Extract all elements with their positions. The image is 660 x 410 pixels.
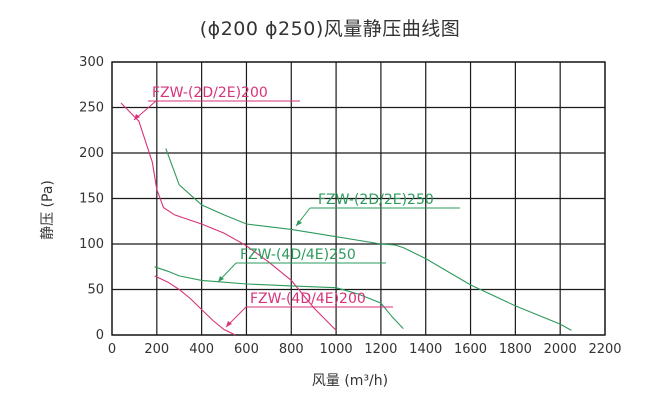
x-tick-label: 0 xyxy=(108,342,116,357)
y-tick-label: 150 xyxy=(79,192,104,207)
series-label-group-2: FZW-(2D/2E)250 xyxy=(295,192,460,227)
plot-frame xyxy=(111,61,606,336)
grid xyxy=(111,61,606,336)
y-axis-title: 静压 (Pa) xyxy=(40,180,56,240)
series-labels: FZW-(2D/2E)200 FZW-(2D/2E)250 FZW-(4D/4E)2… xyxy=(133,85,460,328)
x-axis-title: 风量 (m³/h) xyxy=(312,373,388,389)
chart-title: (ϕ200 ϕ250)风量静压曲线图 xyxy=(199,18,461,40)
series-label-arrowhead xyxy=(134,114,140,120)
series-label-text: FZW-(2D/2E)200 xyxy=(152,85,268,101)
series-line-1 xyxy=(120,102,337,331)
series-label-group-1: FZW-(2D/2E)200 xyxy=(133,85,300,121)
x-tick-label: 400 xyxy=(189,342,214,357)
x-tick-label: 200 xyxy=(144,342,169,357)
x-tick-label: 2200 xyxy=(588,342,621,357)
y-tick-label: 50 xyxy=(87,283,104,298)
series-line-4 xyxy=(154,275,236,336)
series-lines xyxy=(120,102,572,336)
tick-labels: 0 200 400 600 800 1000 1200 1400 1600 1800 2000 220… xyxy=(79,55,621,357)
x-tick-label: 1000 xyxy=(320,342,353,357)
x-tick-label: 1400 xyxy=(409,342,442,357)
x-tick-label: 1200 xyxy=(364,342,397,357)
y-tick-label: 200 xyxy=(79,146,104,161)
series-line-2 xyxy=(165,148,572,331)
x-tick-label: 600 xyxy=(234,342,259,357)
series-label-group-3: FZW-(4D/4E)250 xyxy=(217,247,386,283)
y-tick-label: 100 xyxy=(79,237,104,252)
x-tick-label: 1800 xyxy=(499,342,532,357)
series-line-3 xyxy=(154,266,404,329)
series-label-arrowhead xyxy=(218,276,224,282)
series-label-text: FZW-(4D/4E)200 xyxy=(250,291,366,307)
series-label-arrowhead xyxy=(296,220,302,226)
x-tick-label: 1600 xyxy=(454,342,487,357)
series-label-arrowhead xyxy=(226,321,232,327)
y-axis-title-group: 静压 (Pa) xyxy=(40,180,56,240)
y-tick-label: 0 xyxy=(96,328,104,343)
y-tick-label: 300 xyxy=(79,55,104,70)
series-label-group-4: FZW-(4D/4E)200 xyxy=(225,291,393,328)
series-label-text: FZW-(4D/4E)250 xyxy=(240,247,356,263)
x-tick-label: 2000 xyxy=(544,342,577,357)
x-tick-label: 800 xyxy=(279,342,304,357)
series-label-text: FZW-(2D/2E)250 xyxy=(318,192,434,208)
y-tick-label: 250 xyxy=(79,101,104,116)
